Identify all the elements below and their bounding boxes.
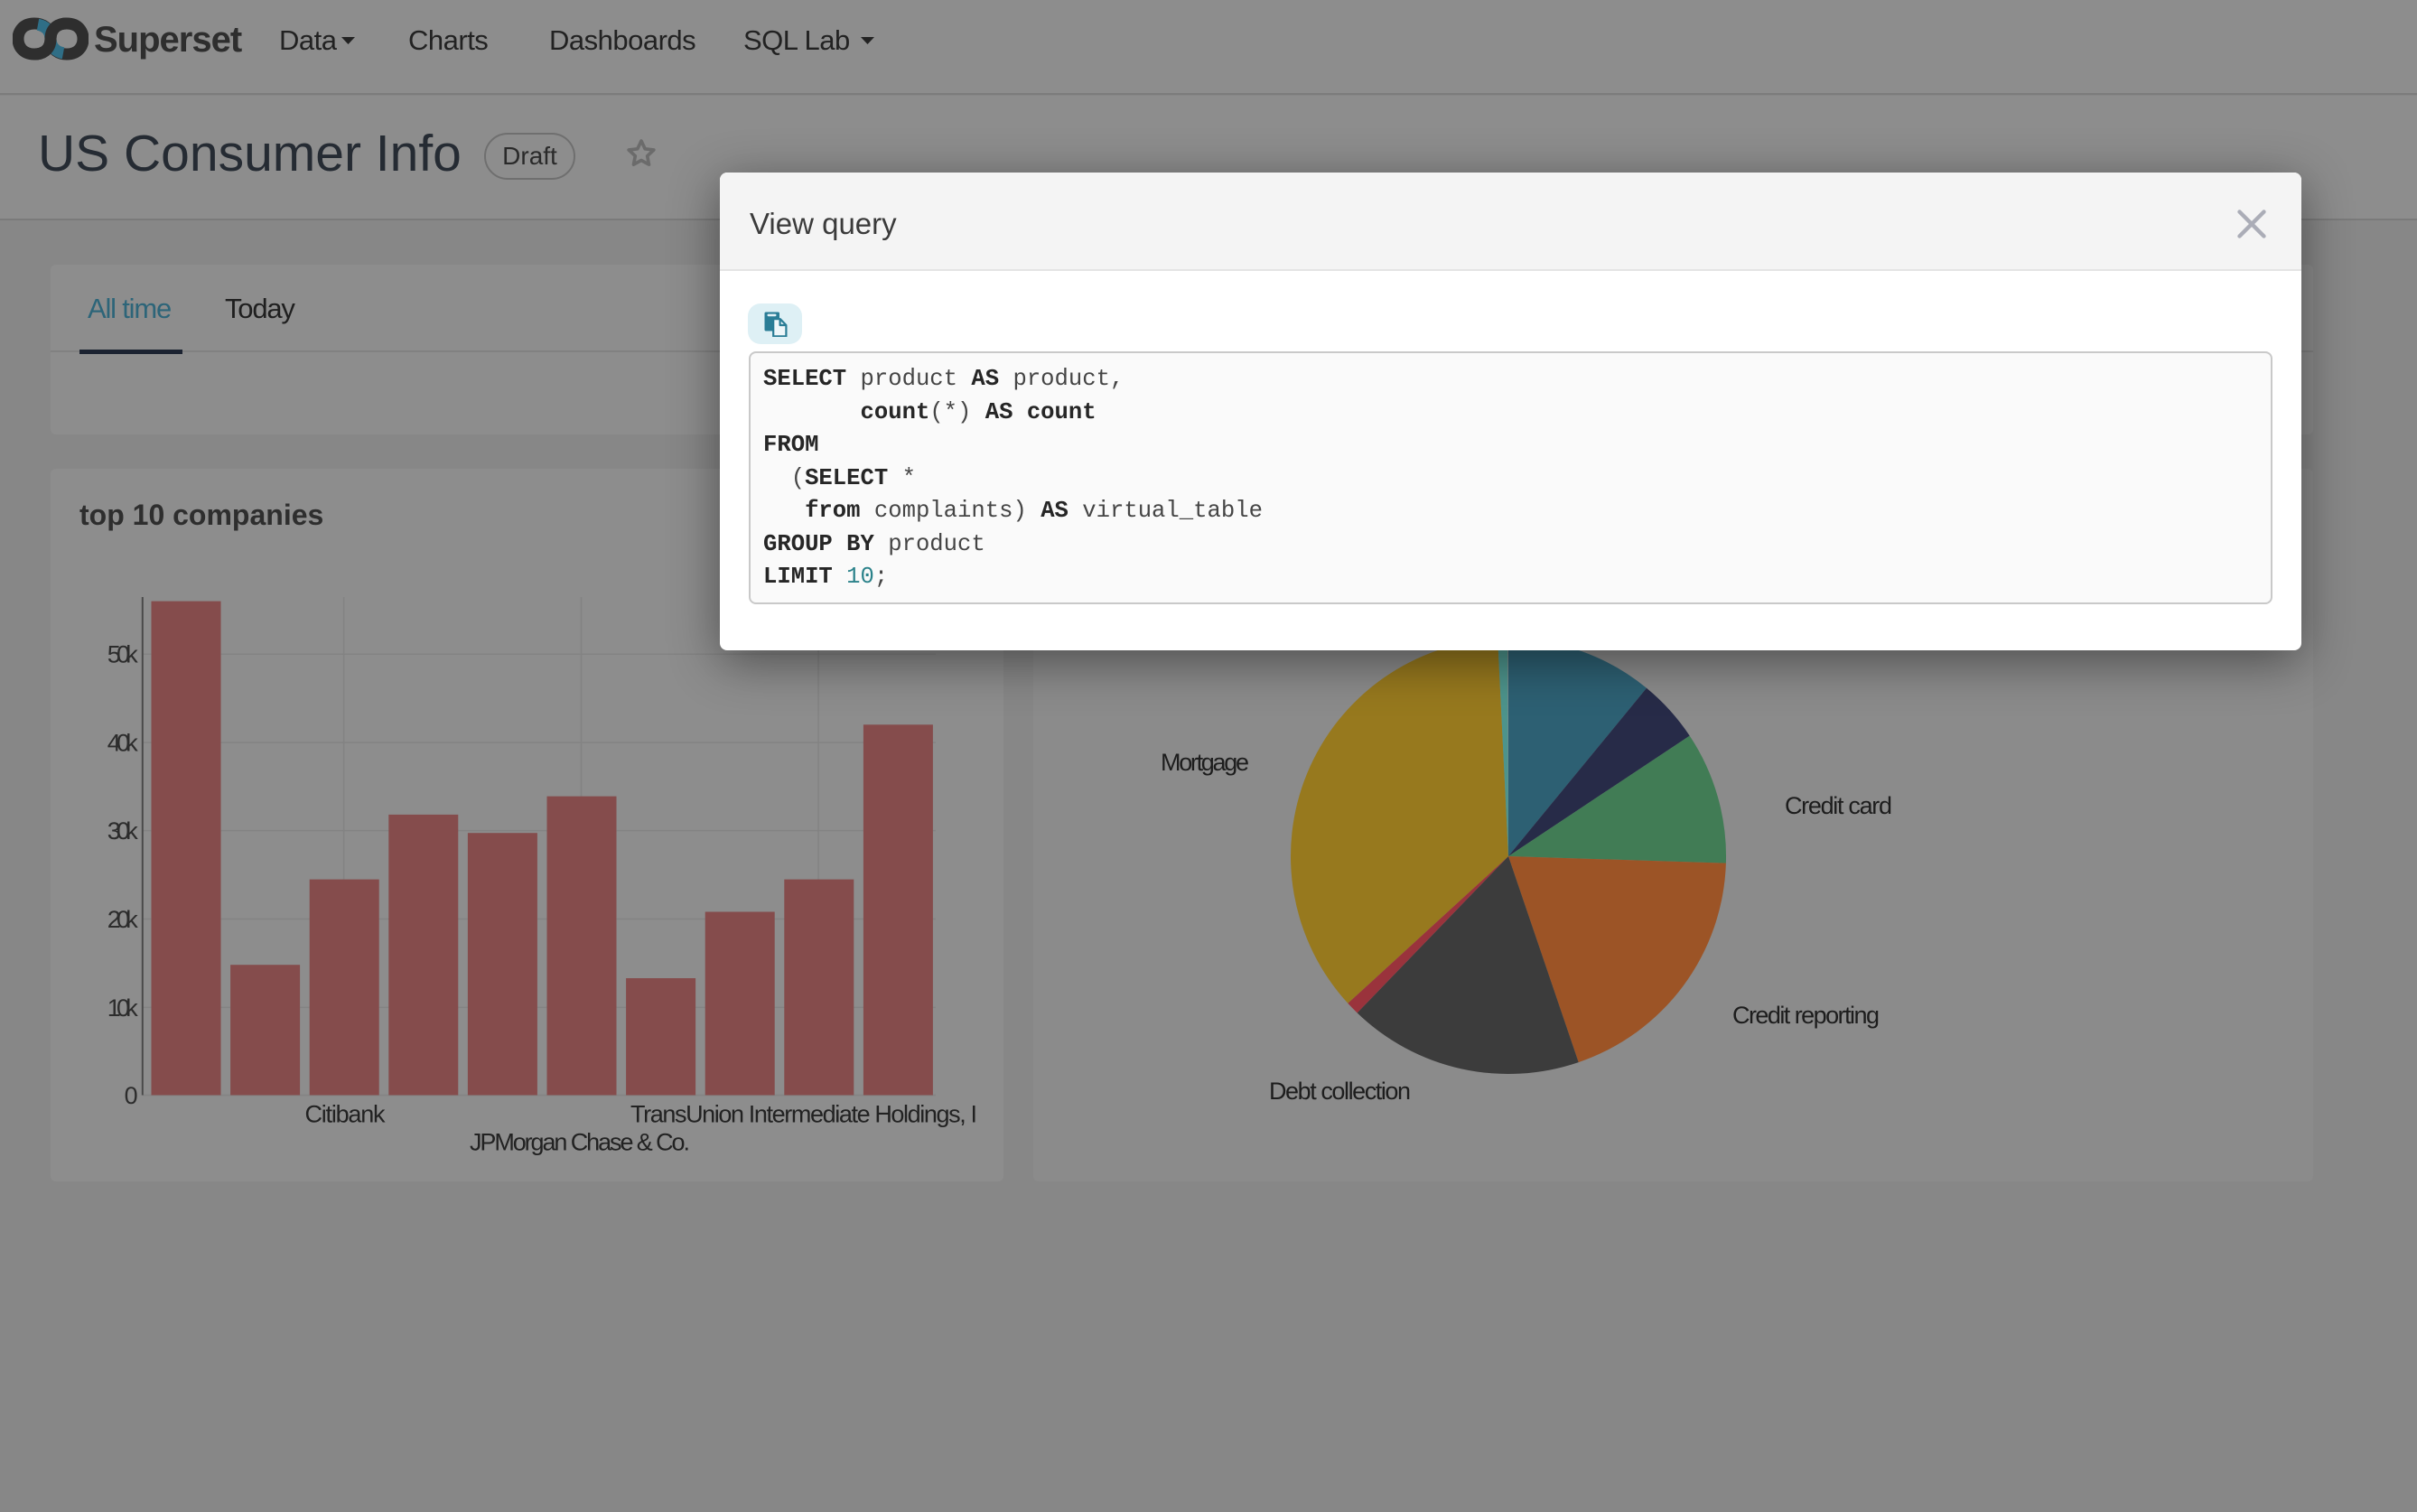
svg-text:Credit card: Credit card (1785, 792, 1892, 819)
svg-text:Mortgage: Mortgage (1161, 749, 1249, 776)
svg-text:Debt collection: Debt collection (1269, 1078, 1411, 1105)
svg-text:20k: 20k (107, 906, 139, 933)
svg-text:30k: 30k (107, 817, 139, 845)
svg-text:0: 0 (125, 1082, 138, 1109)
svg-text:50k: 50k (107, 641, 139, 668)
svg-text:10k: 10k (107, 994, 139, 1022)
svg-text:JPMorgan Chase & Co.: JPMorgan Chase & Co. (470, 1129, 690, 1156)
svg-text:Credit reporting: Credit reporting (1732, 1002, 1880, 1029)
svg-text:Citibank: Citibank (305, 1101, 387, 1128)
svg-text:40k: 40k (107, 730, 139, 757)
svg-text:TransUnion Intermediate Holdin: TransUnion Intermediate Holdings, I (630, 1101, 977, 1128)
